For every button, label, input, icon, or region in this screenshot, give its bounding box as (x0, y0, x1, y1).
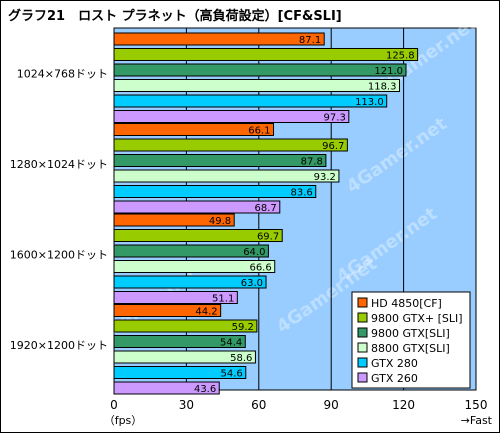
bar-value-label: 49.8 (209, 216, 231, 227)
bar-value-label: 87.1 (299, 35, 321, 46)
bar (113, 229, 283, 242)
bar (113, 335, 246, 348)
bar (113, 48, 419, 61)
bar-value-label: 97.3 (324, 113, 346, 124)
bar-value-label: 121.0 (374, 66, 403, 77)
category-label: 1280×1024ドット (10, 158, 108, 171)
x-tick-label: 150 (465, 398, 488, 412)
bar-value-label: 66.6 (249, 263, 271, 274)
x-tick-label: 0 (110, 398, 118, 412)
bar (113, 381, 220, 395)
x-tick-label: 60 (251, 398, 266, 412)
bar-value-label: 44.2 (195, 307, 217, 318)
bar (113, 291, 238, 304)
bar-value-label: 54.4 (220, 338, 242, 349)
legend-label: 8800 GTX[SLI] (371, 342, 450, 355)
bar (113, 79, 400, 92)
bar (113, 123, 275, 136)
bar-value-label: 54.6 (221, 369, 243, 380)
legend-label: GTX 260 (371, 372, 418, 385)
bar-value-label: 59.2 (232, 322, 254, 333)
legend-swatch (357, 327, 368, 338)
bar (113, 275, 267, 289)
bar-value-label: 64.0 (243, 247, 265, 258)
bar (113, 94, 388, 108)
bar-value-label: 87.8 (301, 157, 323, 168)
legend-label: GTX 280 (371, 357, 418, 370)
legend-swatch (357, 312, 368, 323)
bar-value-label: 69.7 (257, 232, 279, 243)
bar (113, 244, 269, 258)
legend-label: 9800 GTX[SLI] (371, 327, 450, 340)
category-label: 1600×1200ドット (10, 248, 108, 261)
legend-label: HD 4850[CF] (371, 297, 442, 310)
legend-swatch (357, 342, 368, 353)
category-labels: 1024×768ドット 1280×1024ドット 1600×1200ドット 1920×… (10, 67, 108, 352)
bar (113, 154, 327, 167)
bar (113, 200, 281, 214)
bar-value-label: 51.1 (212, 294, 234, 305)
bar (113, 63, 407, 77)
bar (113, 350, 256, 364)
bar (113, 169, 340, 183)
x-tick-labels: 0 30 60 90 120 150 (110, 398, 487, 412)
x-tick-label: 90 (324, 398, 339, 412)
bar-value-label: 113.0 (355, 97, 384, 108)
legend: HD 4850[CF] 9800 GTX+ [SLI] 9800 GTX[SLI] 8… (351, 291, 471, 389)
x-unit-label: （fps） (104, 414, 143, 427)
bar-layer: 87.1 125.8 121.0 118.3 113.0 97.3 66.1 96.7 87.8… (113, 32, 419, 395)
bar-value-label: 63.0 (241, 278, 263, 289)
legend-swatch (357, 372, 368, 383)
category-label: 1024×768ドット (17, 67, 108, 80)
legend-label: 9800 GTX+ [SLI] (371, 312, 463, 325)
x-direction-label: →Fast (461, 414, 493, 427)
legend-swatch (357, 357, 368, 368)
bar (113, 366, 247, 379)
bar (113, 110, 350, 123)
bar (113, 304, 222, 317)
x-tick-label: 120 (392, 398, 415, 412)
bar (113, 319, 258, 333)
bar-value-label: 43.6 (194, 384, 216, 395)
legend-swatch (357, 297, 368, 308)
x-tick-label: 30 (179, 398, 194, 412)
bar-value-label: 66.1 (248, 126, 270, 137)
bar-value-label: 83.6 (290, 188, 312, 199)
bar-value-label: 125.8 (386, 51, 415, 62)
legend-box (351, 291, 471, 389)
bar (113, 213, 235, 227)
bar-value-label: 93.2 (314, 172, 336, 183)
chart-title: グラフ21 ロスト プラネット（高負荷設定）[CF&SLI] (8, 8, 342, 24)
bar-value-label: 96.7 (322, 141, 344, 152)
bar (113, 185, 317, 198)
bar-value-label: 68.7 (255, 203, 277, 214)
bar-value-label: 118.3 (368, 82, 397, 93)
bar (113, 32, 325, 46)
bar (113, 260, 276, 273)
bar (113, 138, 348, 152)
category-label: 1920×1200ドット (10, 339, 108, 352)
bar-value-label: 58.6 (230, 353, 252, 364)
